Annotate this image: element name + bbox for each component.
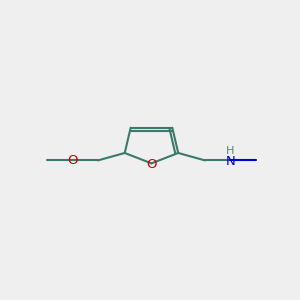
Text: O: O	[146, 158, 157, 171]
Text: H: H	[226, 146, 235, 157]
Text: O: O	[68, 154, 78, 167]
Text: N: N	[225, 155, 235, 168]
